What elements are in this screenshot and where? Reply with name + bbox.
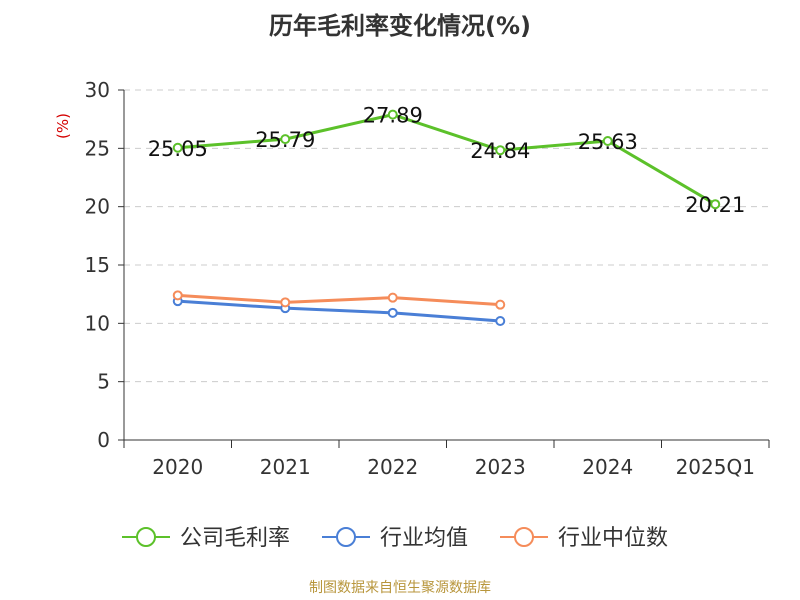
y-tick-label: 30 [85,78,110,102]
data-labels: 25.05 25.79 27.89 24.84 25.63 20.21 [148,104,746,218]
data-point [602,135,613,146]
data-point [710,199,721,210]
legend-label: 公司毛利率 [180,526,290,551]
grid-lines [124,89,769,383]
x-tick-label: 2022 [367,455,418,479]
legend-marker [336,527,356,547]
data-point [280,134,291,145]
series-line-2 [176,293,502,307]
data-label: 27.89 [363,104,423,128]
y-tick-label: 0 [97,428,110,452]
axes: 0 5 10 15 20 25 30 2020 2021 2022 2023 2024 2025Q1 (%… [54,78,770,479]
data-label: 25.05 [148,137,208,161]
x-tick-label: 2021 [260,455,311,479]
data-point [387,292,398,303]
data-point [495,145,506,156]
data-point [387,307,398,318]
chart-title: 历年毛利率变化情况(%) [269,12,531,40]
data-point [172,142,183,153]
legend-marker [514,527,534,547]
series-line-0 [176,113,717,206]
x-tick-label: 2023 [475,455,526,479]
y-axis-label: (%) [54,113,72,139]
y-tick-label: 20 [85,195,110,219]
data-label: 25.63 [578,130,638,154]
series-lines [172,109,721,326]
x-tick-label: 2020 [152,455,203,479]
source-note: 制图数据来自恒生聚源数据库 [309,580,491,596]
legend: 公司毛利率 行业均值 行业中位数 [122,526,668,551]
y-tick-label: 10 [85,311,110,335]
y-tick-label: 5 [97,370,110,394]
legend-marker [136,527,156,547]
y-tick-label: 25 [85,136,110,160]
y-tick-label: 15 [85,253,110,277]
data-point [495,316,506,326]
data-label: 25.79 [255,128,315,152]
data-label: 20.21 [685,193,745,217]
legend-label: 行业中位数 [558,526,668,551]
legend-label: 行业均值 [380,526,468,551]
data-point [280,297,291,308]
series-line-1 [176,299,502,323]
data-point [172,290,183,301]
data-label: 24.84 [470,139,530,163]
data-point [387,109,398,120]
data-point [495,299,506,310]
x-tick-label: 2025Q1 [676,455,755,479]
x-tick-label: 2024 [582,455,633,479]
